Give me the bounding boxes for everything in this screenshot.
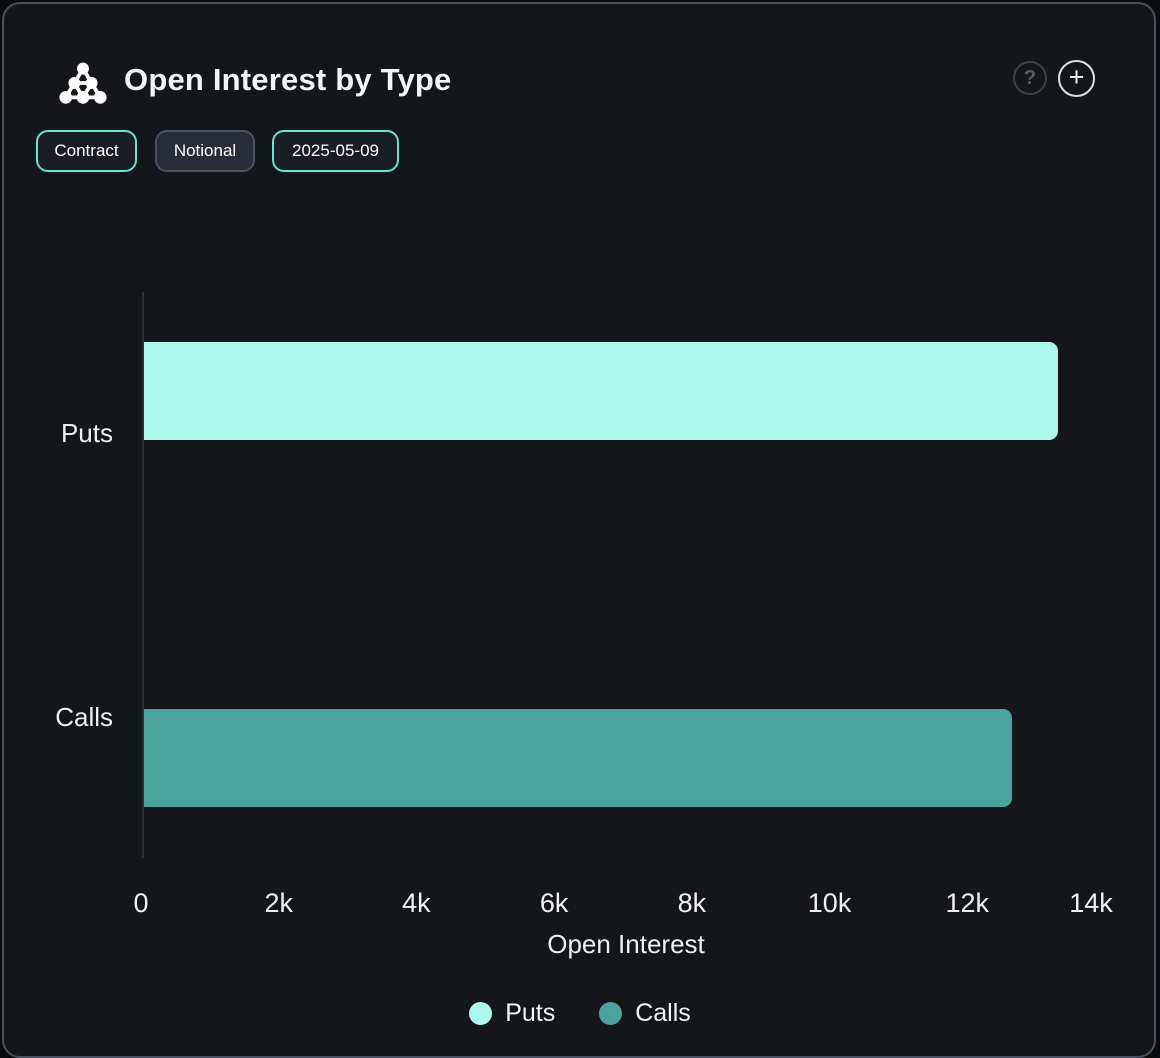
add-icon[interactable]: + (1058, 60, 1095, 97)
notional-toggle-button[interactable]: Notional (155, 130, 255, 172)
dots-pyramid-logo-icon (59, 62, 107, 104)
contract-toggle-button[interactable]: Contract (36, 130, 137, 172)
legend-item-calls[interactable]: Calls (599, 999, 691, 1028)
expiry-date-button[interactable]: 2025-05-09 (272, 130, 399, 172)
y-axis-line (142, 292, 144, 858)
x-tick-label: 2k (264, 888, 293, 918)
contract-button-label: Contract (54, 141, 119, 160)
legend-dot-calls (599, 1002, 623, 1025)
x-tick-label: 8k (677, 888, 707, 918)
notional-button-label: Notional (173, 141, 237, 160)
bar-calls[interactable] (144, 709, 1012, 807)
y-axis-label-puts: Puts (60, 418, 113, 448)
x-tick-label: 14k (1069, 888, 1113, 918)
expiry-date-label: 2025-05-09 (292, 141, 379, 160)
x-tick-label: 10k (807, 888, 852, 918)
y-axis-label-calls: Calls (55, 702, 113, 732)
help-icon-glyph: ? (1023, 66, 1037, 89)
x-tick-label: 6k (539, 888, 569, 918)
x-axis-ticks: 0 2k 4k 6k 8k 10k 12k 14k (0, 888, 1160, 922)
legend-label-calls: Calls (635, 999, 691, 1027)
chart-legend: Puts Calls (0, 999, 1160, 1028)
legend-dot-puts (469, 1002, 493, 1025)
x-tick-label: 12k (945, 888, 990, 918)
page-title: Open Interest by Type (124, 62, 452, 97)
x-tick-label: 0 (133, 888, 149, 918)
add-icon-glyph: + (1068, 61, 1085, 92)
legend-item-puts[interactable]: Puts (469, 999, 555, 1028)
help-icon[interactable]: ? (1013, 61, 1047, 95)
x-tick-label: 4k (402, 888, 431, 918)
bar-puts[interactable] (144, 342, 1058, 440)
legend-label-puts: Puts (505, 999, 556, 1027)
open-interest-widget: Open Interest by Type ? + Contract Notio… (0, 60, 1160, 1028)
x-axis-title: Open Interest (547, 929, 705, 959)
